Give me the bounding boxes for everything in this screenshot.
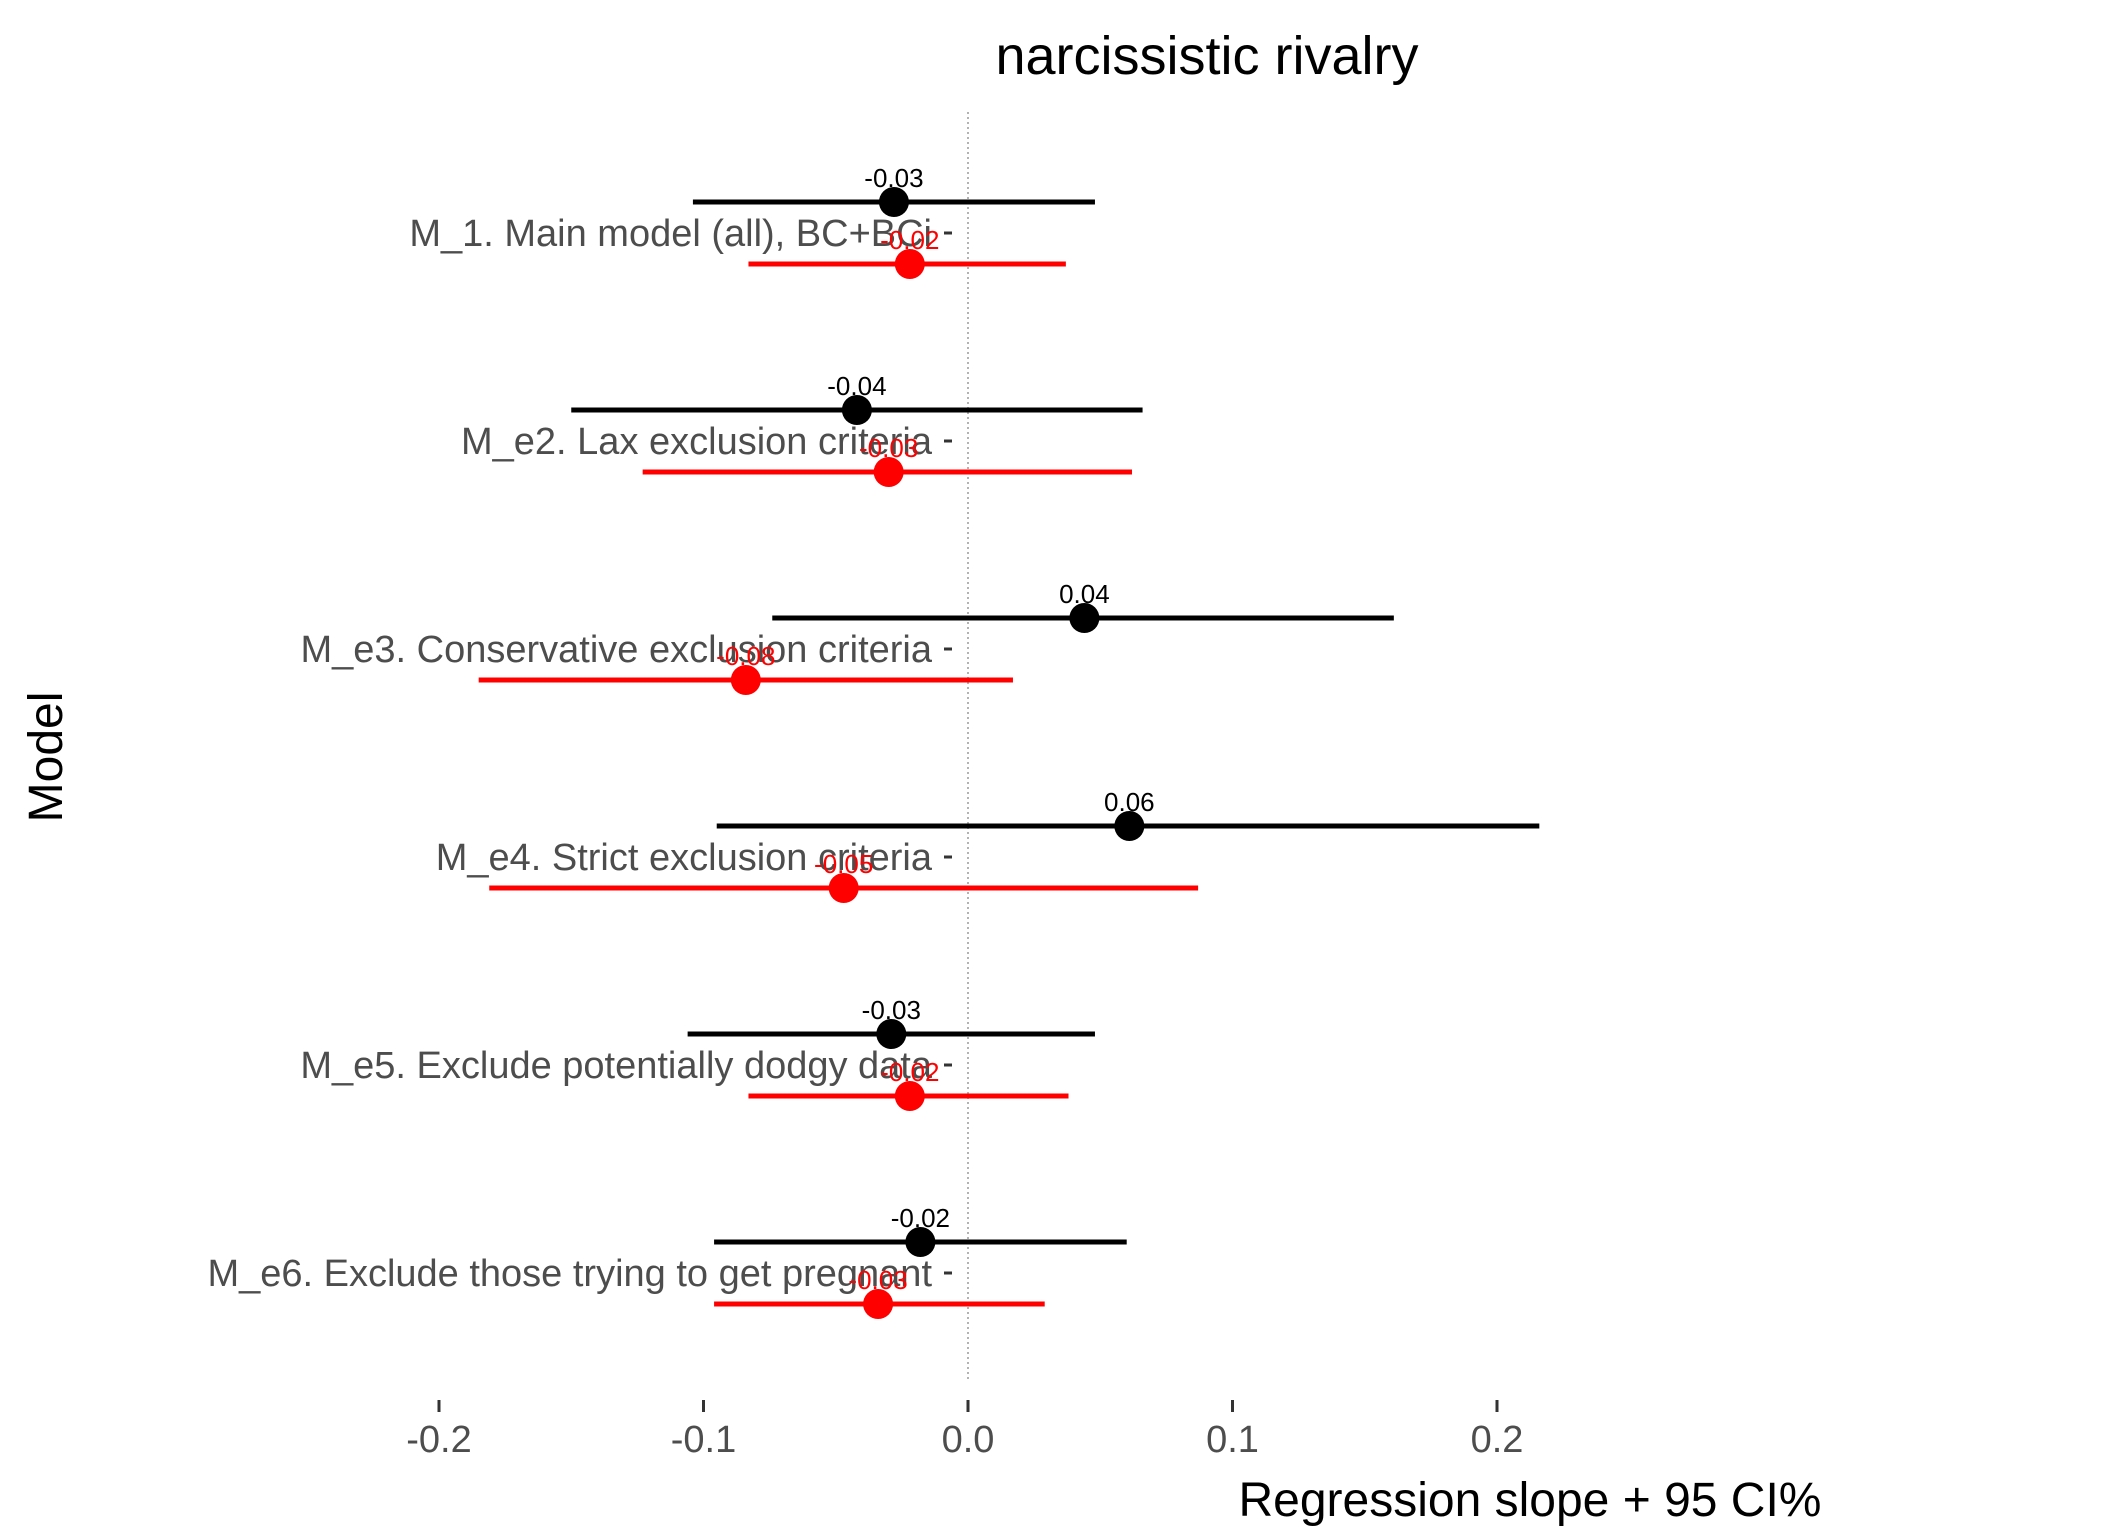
estimate-point xyxy=(873,457,904,487)
estimate-label: -0.04 xyxy=(827,371,886,401)
x-tick-label: -0.2 xyxy=(406,1419,471,1461)
x-axis-title: Regression slope + 95 CI% xyxy=(1239,1474,1822,1527)
estimate-point xyxy=(876,1019,907,1049)
estimate-label: -0.03 xyxy=(862,995,921,1025)
estimate-label: -0.03 xyxy=(864,163,923,193)
estimate-label: -0.02 xyxy=(880,225,939,255)
estimate-point xyxy=(863,1289,894,1319)
x-tick-label: 0.0 xyxy=(942,1419,995,1461)
estimate-label: -0.02 xyxy=(880,1057,939,1087)
estimate-point xyxy=(894,1081,925,1111)
estimate-label: -0.05 xyxy=(814,849,873,879)
y-axis-title: Model xyxy=(20,692,73,823)
y-tick-label: M_e3. Conservative exclusion criteria xyxy=(301,629,933,671)
estimate-point xyxy=(905,1227,936,1257)
estimate-label: -0.08 xyxy=(716,641,775,671)
y-tick-label: M_e5. Exclude potentially dodgy data xyxy=(300,1045,933,1087)
x-tick-label: -0.1 xyxy=(671,1419,736,1461)
y-tick-label: M_e2. Lax exclusion criteria xyxy=(461,421,933,463)
x-tick-label: 0.1 xyxy=(1206,1419,1259,1461)
y-tick-label: M_1. Main model (all), BC+BCi xyxy=(409,213,932,255)
estimate-label: -0.03 xyxy=(848,1265,907,1295)
y-tick-label: M_e4. Strict exclusion criteria xyxy=(436,837,933,879)
y-tick-label: M_e6. Exclude those trying to get pregna… xyxy=(207,1253,932,1295)
estimate-point xyxy=(894,249,925,279)
estimate-label: 0.04 xyxy=(1059,579,1110,609)
estimate-point xyxy=(828,873,859,903)
estimate-label: -0.03 xyxy=(859,433,918,463)
estimate-point xyxy=(878,187,909,217)
estimate-label: 0.06 xyxy=(1104,787,1155,817)
plot-area: -0.2 -0.1 0.0 0.1 0.2 M_1. Main model (all), … xyxy=(207,112,1540,1461)
estimate-point xyxy=(841,395,872,425)
chart-title: narcissistic rivalry xyxy=(995,26,1418,86)
estimate-point xyxy=(1069,603,1100,633)
estimate-point xyxy=(730,665,761,695)
estimate-point xyxy=(1114,811,1145,841)
estimate-label: -0.02 xyxy=(891,1203,950,1233)
x-tick-label: 0.2 xyxy=(1471,1419,1524,1461)
